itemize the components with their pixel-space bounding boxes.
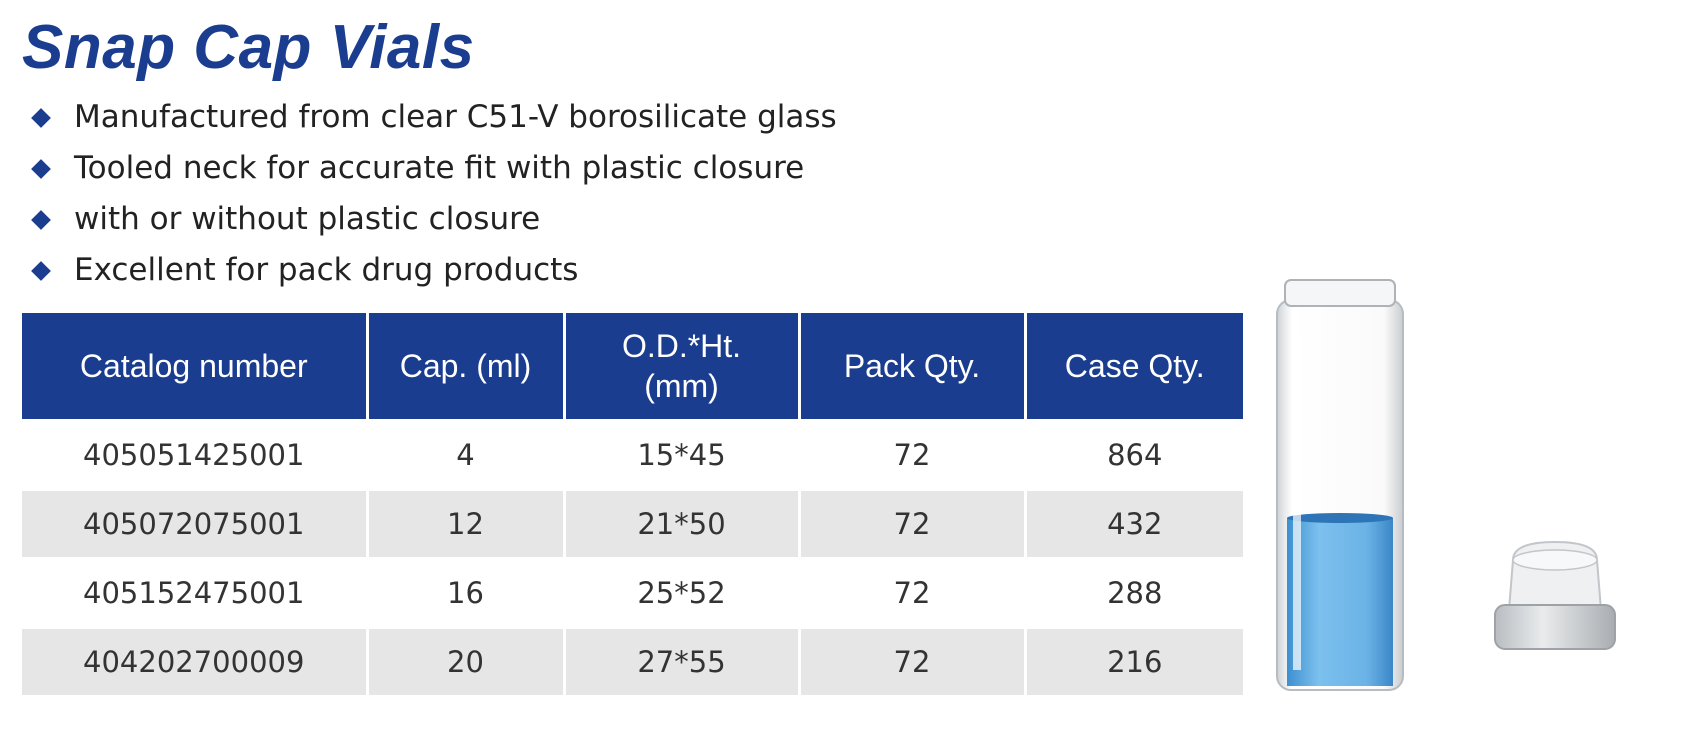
cell-capacity: 16 [367, 557, 566, 628]
snap-cap [1494, 540, 1616, 650]
cell-od-height: 21*50 [564, 488, 801, 559]
table-row: 404202700009 20 27*55 72 216 [22, 626, 1243, 695]
cell-pack-qty: 72 [799, 488, 1027, 559]
table-row: 405152475001 16 25*52 72 288 [22, 557, 1243, 628]
header-capacity: Cap. (ml) [367, 313, 566, 421]
cell-pack-qty: 72 [799, 419, 1027, 490]
cell-case-qty: 288 [1025, 557, 1243, 628]
cell-capacity: 12 [367, 488, 566, 559]
feature-text: Manufactured from clear C51-V borosilica… [74, 99, 837, 135]
feature-text: Tooled neck for accurate fit with plasti… [74, 150, 805, 186]
table-row: 405051425001 4 15*45 72 864 [22, 419, 1243, 490]
cell-case-qty: 216 [1025, 626, 1243, 695]
page-title: Snap Cap Vials [22, 13, 475, 82]
header-od-height-text: O.D.*Ht. (mm) [621, 328, 742, 404]
table-row: 405072075001 12 21*50 72 432 [22, 488, 1243, 559]
header-od-height: O.D.*Ht. (mm) [564, 313, 801, 421]
header-catalog-number: Catalog number [22, 313, 369, 421]
cell-pack-qty: 72 [799, 557, 1027, 628]
diamond-bullet-icon [31, 260, 51, 281]
diamond-bullet-icon [31, 107, 51, 128]
cell-catalog-number: 405152475001 [22, 557, 369, 628]
feature-list: Manufactured from clear C51-V borosilica… [28, 92, 837, 296]
product-image [1276, 279, 1616, 691]
feature-item: Manufactured from clear C51-V borosilica… [28, 92, 837, 143]
cell-catalog-number: 404202700009 [22, 626, 369, 695]
diamond-bullet-icon [31, 209, 51, 230]
diamond-bullet-icon [31, 158, 51, 179]
cell-od-height: 15*45 [564, 419, 801, 490]
table-header-row: Catalog number Cap. (ml) O.D.*Ht. (mm) P… [22, 313, 1243, 421]
cell-capacity: 20 [367, 626, 566, 695]
feature-text: with or without plastic closure [74, 201, 541, 237]
feature-text: Excellent for pack drug products [74, 252, 579, 288]
vial-glass [1276, 279, 1404, 691]
feature-item: Tooled neck for accurate fit with plasti… [28, 143, 837, 194]
header-pack-qty: Pack Qty. [799, 313, 1027, 421]
cell-od-height: 27*55 [564, 626, 801, 695]
cell-case-qty: 432 [1025, 488, 1243, 559]
header-case-qty: Case Qty. [1025, 313, 1243, 421]
cell-od-height: 25*52 [564, 557, 801, 628]
cell-catalog-number: 405051425001 [22, 419, 369, 490]
cell-case-qty: 864 [1025, 419, 1243, 490]
spec-table: Catalog number Cap. (ml) O.D.*Ht. (mm) P… [22, 313, 1243, 695]
feature-item: with or without plastic closure [28, 194, 837, 245]
cell-pack-qty: 72 [799, 626, 1027, 695]
feature-item: Excellent for pack drug products [28, 245, 837, 296]
cell-capacity: 4 [367, 419, 566, 490]
cell-catalog-number: 405072075001 [22, 488, 369, 559]
